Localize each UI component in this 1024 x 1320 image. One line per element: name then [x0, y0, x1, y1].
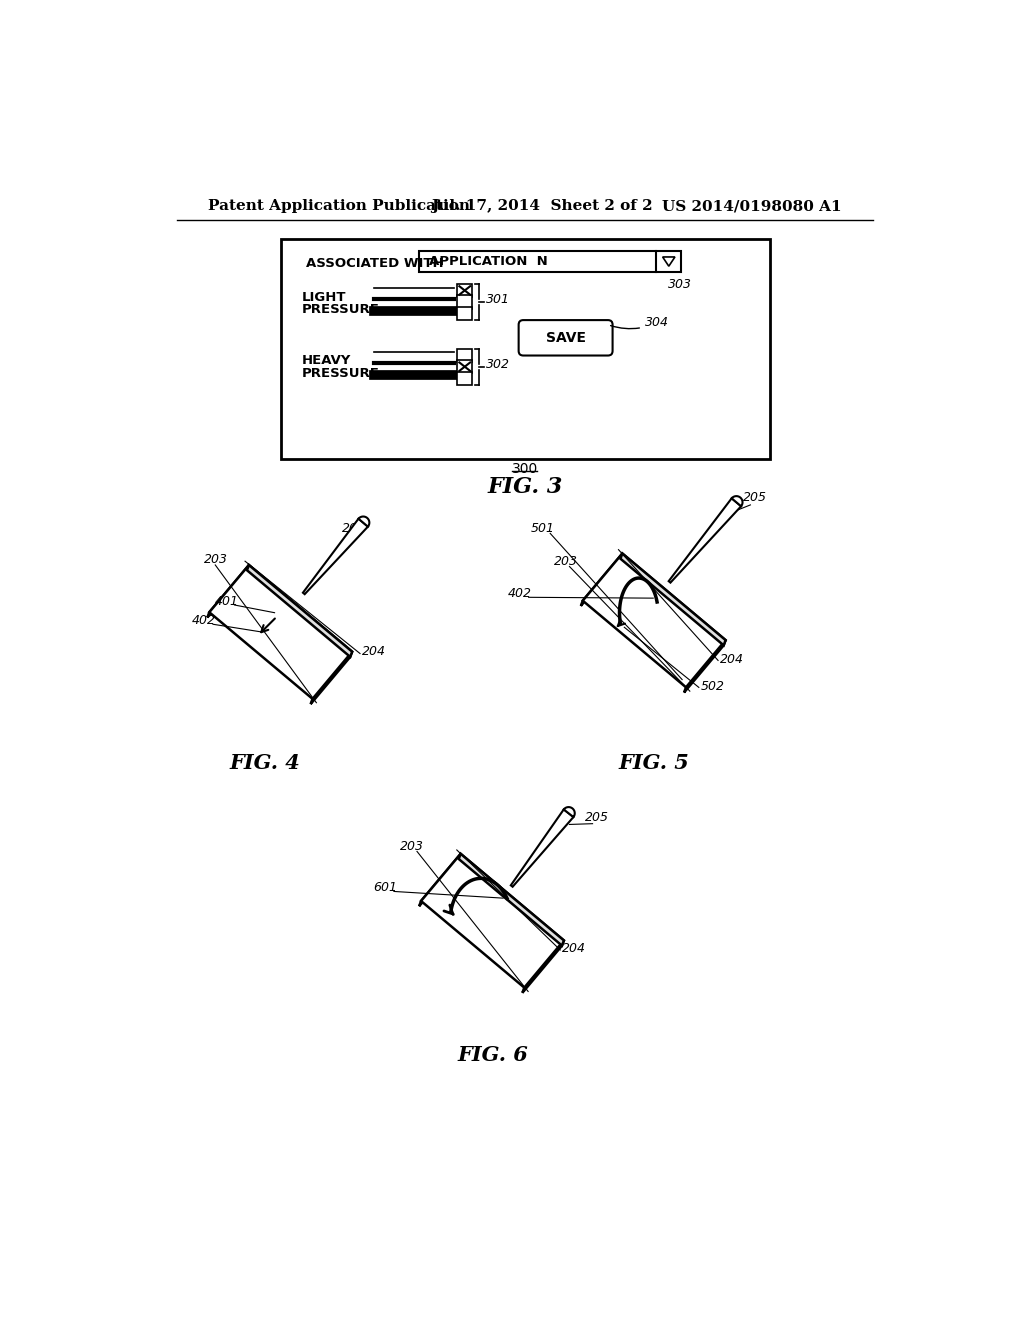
Text: 303: 303 [668, 272, 692, 290]
Text: 204: 204 [562, 941, 586, 954]
Polygon shape [564, 807, 574, 817]
Polygon shape [732, 496, 742, 507]
Text: PRESSURE: PRESSURE [301, 302, 379, 315]
Text: 501: 501 [531, 521, 555, 535]
Text: FIG. 3: FIG. 3 [487, 477, 562, 498]
Text: 205: 205 [585, 810, 609, 824]
Polygon shape [310, 652, 352, 704]
Polygon shape [303, 519, 368, 594]
Bar [457, 308, 472, 321]
Bar [457, 360, 472, 374]
Text: Jul. 17, 2014  Sheet 2 of 2: Jul. 17, 2014 Sheet 2 of 2 [431, 199, 652, 213]
Text: 205: 205 [342, 521, 367, 535]
Text: 203: 203 [204, 553, 227, 566]
Text: 304: 304 [610, 317, 669, 329]
Text: 401: 401 [215, 595, 240, 609]
Text: 203: 203 [400, 840, 424, 853]
Text: LIGHT: LIGHT [301, 290, 346, 304]
Polygon shape [511, 809, 573, 887]
Bar [281, 239, 770, 459]
Bar [419, 251, 681, 272]
Text: 204: 204 [720, 653, 743, 665]
Bar [457, 284, 472, 297]
Text: 502: 502 [700, 680, 724, 693]
Bar [457, 372, 472, 385]
Bar [457, 348, 472, 362]
Polygon shape [522, 940, 564, 993]
Text: 203: 203 [554, 554, 579, 568]
Text: 601: 601 [373, 882, 397, 895]
Text: FIG. 6: FIG. 6 [457, 1045, 527, 1065]
Text: SAVE: SAVE [546, 331, 586, 345]
Polygon shape [669, 499, 741, 582]
Polygon shape [583, 553, 726, 688]
Polygon shape [663, 257, 675, 267]
FancyBboxPatch shape [518, 321, 612, 355]
Polygon shape [358, 516, 370, 527]
Text: 300: 300 [512, 462, 538, 475]
Text: Patent Application Publication: Patent Application Publication [208, 199, 470, 213]
Polygon shape [208, 565, 249, 618]
Polygon shape [459, 854, 564, 945]
Polygon shape [581, 553, 623, 606]
Polygon shape [209, 565, 352, 698]
Polygon shape [421, 854, 564, 987]
Text: US 2014/0198080 A1: US 2014/0198080 A1 [662, 199, 842, 213]
Text: APPLICATION  N: APPLICATION N [429, 255, 548, 268]
Text: 204: 204 [361, 645, 386, 659]
Polygon shape [247, 565, 352, 657]
Text: FIG. 5: FIG. 5 [618, 752, 689, 772]
Text: FIG. 4: FIG. 4 [230, 752, 301, 772]
Polygon shape [621, 553, 726, 645]
Text: ASSOCIATED WITH: ASSOCIATED WITH [306, 257, 443, 271]
Text: 402: 402 [193, 614, 216, 627]
Text: HEAVY: HEAVY [301, 354, 351, 367]
Polygon shape [419, 854, 461, 907]
Text: PRESSURE: PRESSURE [301, 367, 379, 380]
Bar [457, 296, 472, 309]
Text: 402: 402 [508, 587, 531, 601]
Text: 205: 205 [742, 491, 767, 504]
Text: 301: 301 [485, 293, 510, 306]
Text: 302: 302 [485, 358, 510, 371]
Polygon shape [684, 640, 726, 693]
